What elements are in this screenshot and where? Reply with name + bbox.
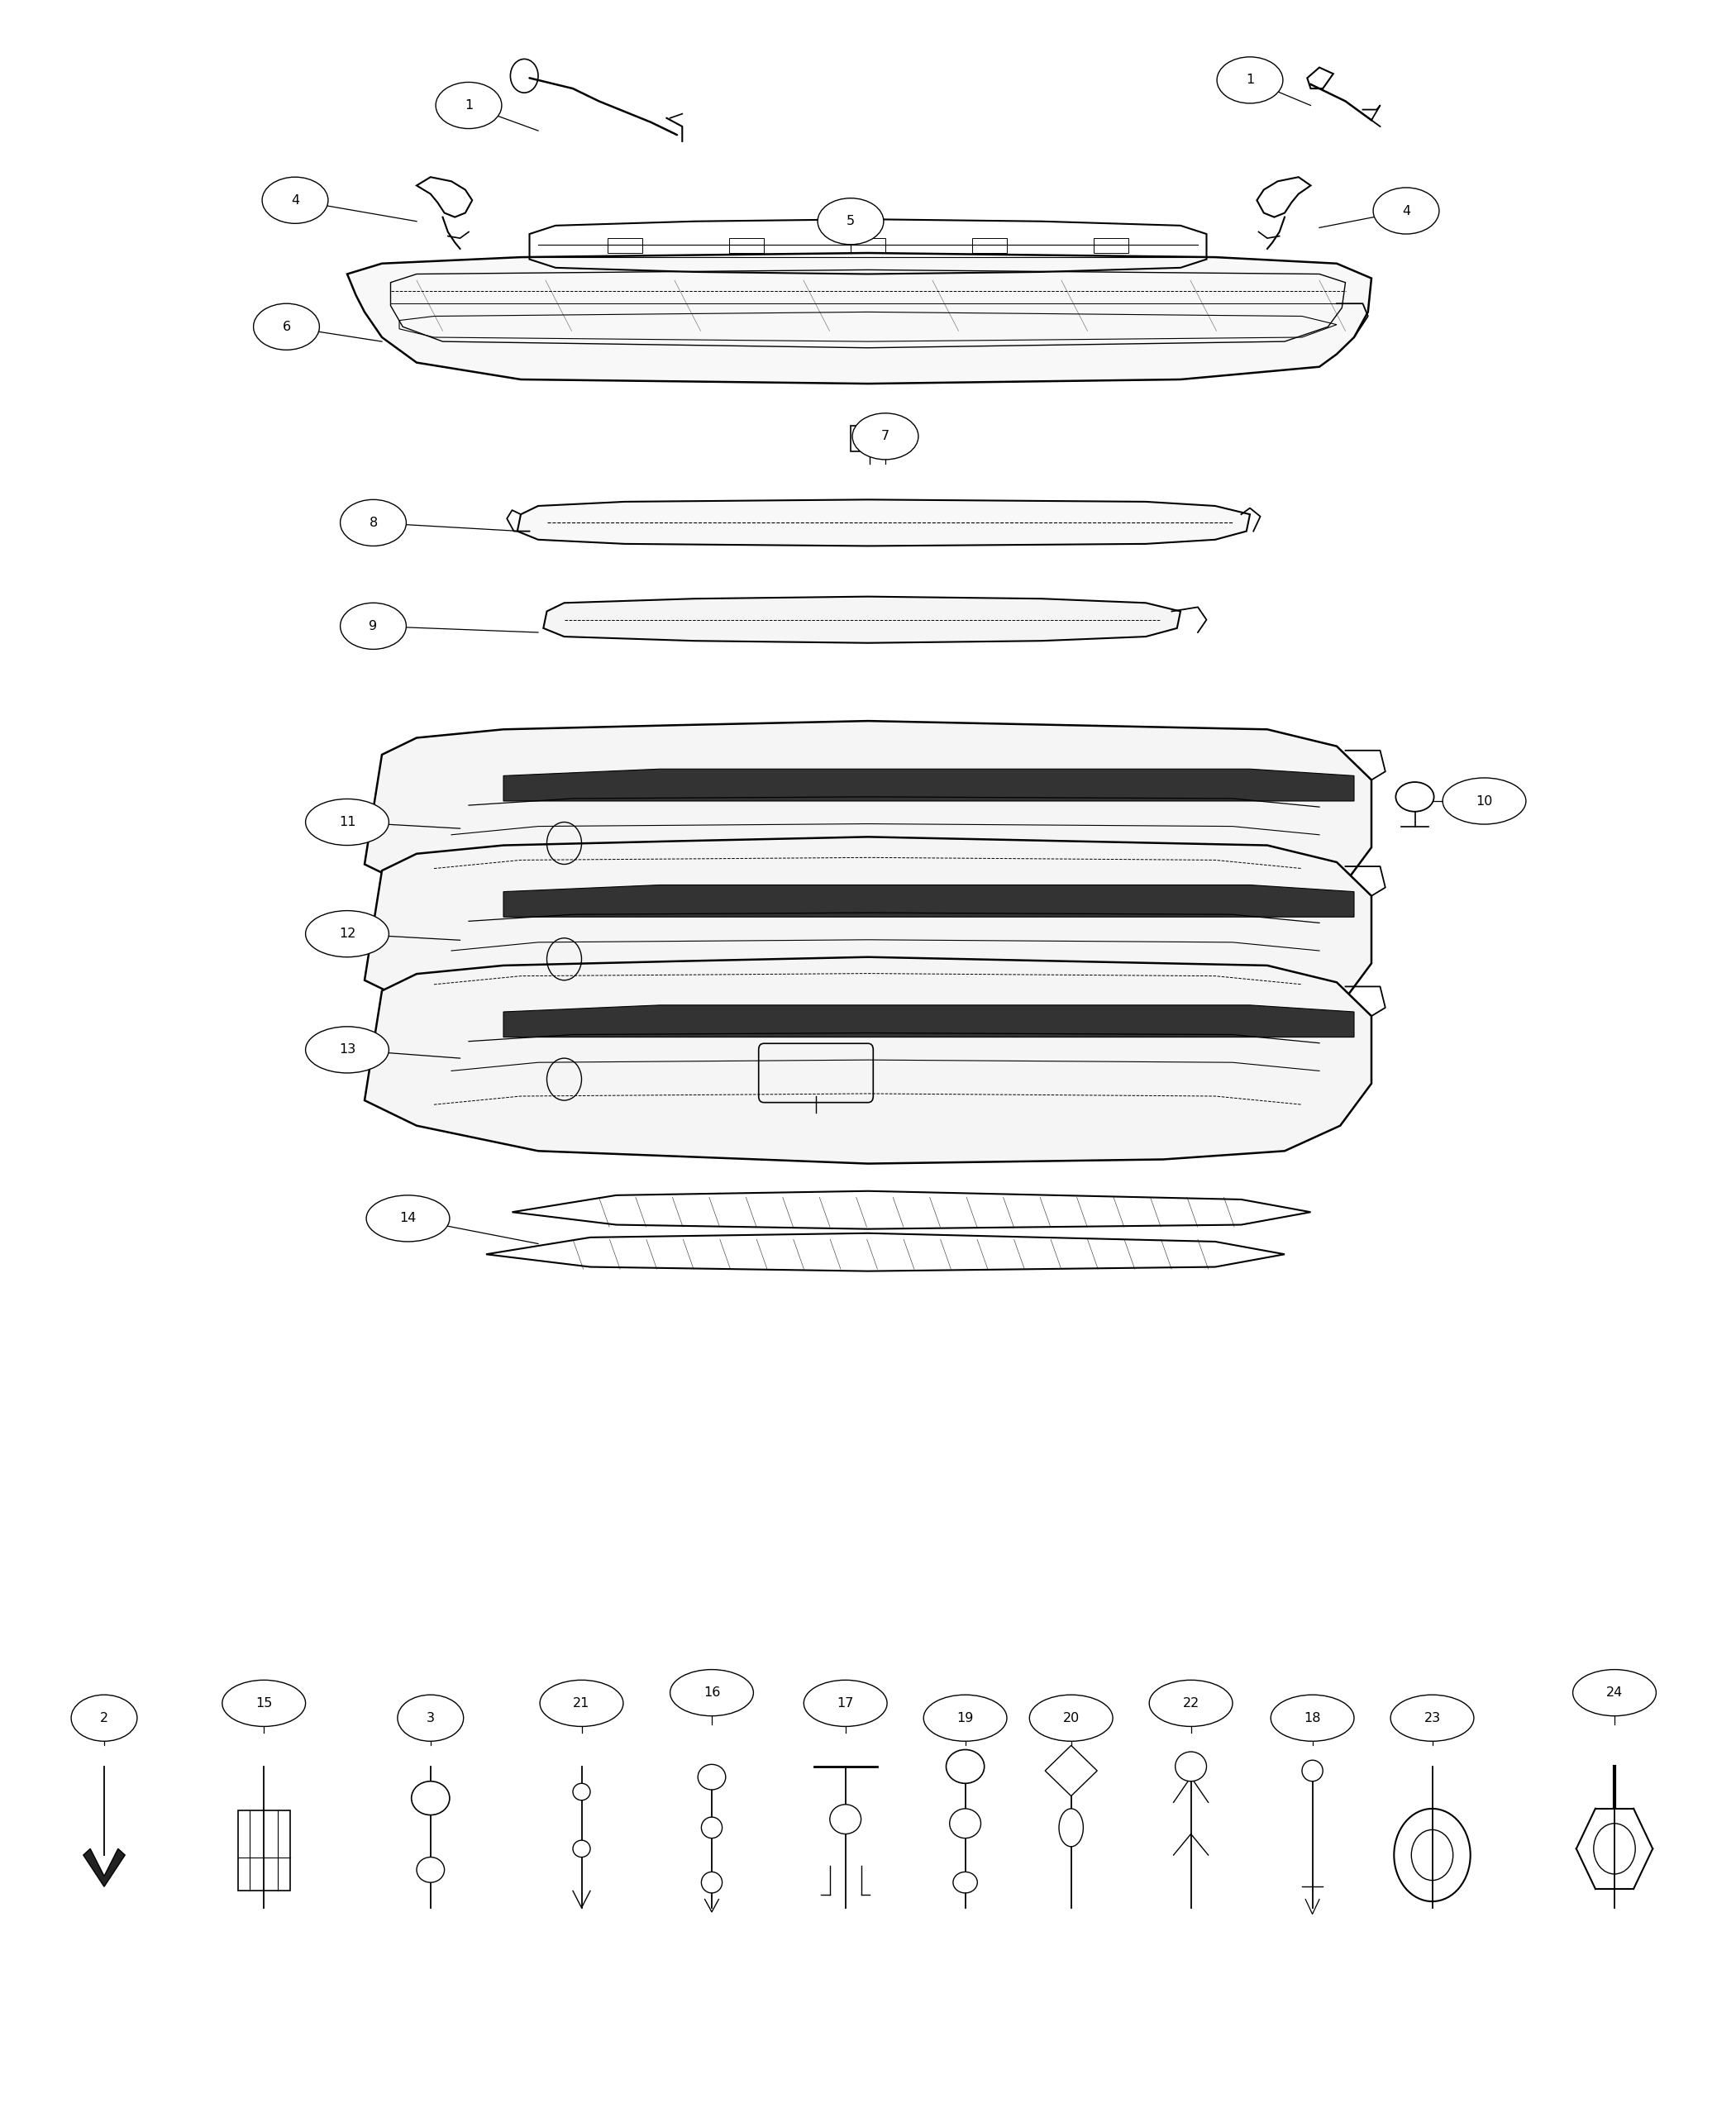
Text: 14: 14: [399, 1212, 417, 1225]
Ellipse shape: [950, 1809, 981, 1838]
Polygon shape: [503, 1006, 1354, 1037]
Ellipse shape: [306, 1027, 389, 1073]
Text: 11: 11: [339, 816, 356, 828]
Polygon shape: [543, 597, 1180, 643]
Polygon shape: [347, 253, 1371, 384]
Polygon shape: [503, 885, 1354, 917]
Polygon shape: [517, 500, 1250, 546]
Ellipse shape: [436, 82, 502, 129]
Ellipse shape: [573, 1783, 590, 1800]
Ellipse shape: [1271, 1695, 1354, 1741]
Text: 6: 6: [283, 320, 290, 333]
Text: 1: 1: [465, 99, 472, 112]
Text: 1: 1: [1246, 74, 1253, 86]
Ellipse shape: [1029, 1695, 1113, 1741]
Ellipse shape: [701, 1872, 722, 1893]
Ellipse shape: [1573, 1670, 1656, 1716]
Ellipse shape: [818, 198, 884, 245]
Ellipse shape: [701, 1817, 722, 1838]
Polygon shape: [503, 769, 1354, 801]
Text: 24: 24: [1606, 1686, 1623, 1699]
Ellipse shape: [253, 304, 319, 350]
Ellipse shape: [1149, 1680, 1233, 1726]
Ellipse shape: [398, 1695, 464, 1741]
Ellipse shape: [340, 500, 406, 546]
Text: 17: 17: [837, 1697, 854, 1710]
Polygon shape: [1045, 1745, 1097, 1796]
Ellipse shape: [1302, 1760, 1323, 1781]
Text: 13: 13: [339, 1043, 356, 1056]
Text: 21: 21: [573, 1697, 590, 1710]
Polygon shape: [365, 837, 1371, 1043]
Ellipse shape: [573, 1840, 590, 1857]
Polygon shape: [83, 1849, 125, 1887]
Text: 23: 23: [1424, 1712, 1441, 1724]
Ellipse shape: [540, 1680, 623, 1726]
Ellipse shape: [852, 413, 918, 460]
Text: 22: 22: [1182, 1697, 1200, 1710]
Text: 12: 12: [339, 928, 356, 940]
Ellipse shape: [924, 1695, 1007, 1741]
Ellipse shape: [417, 1857, 444, 1882]
Ellipse shape: [1391, 1695, 1474, 1741]
Ellipse shape: [222, 1680, 306, 1726]
Ellipse shape: [1443, 778, 1526, 824]
Ellipse shape: [306, 799, 389, 845]
Text: 7: 7: [882, 430, 889, 443]
Polygon shape: [365, 721, 1371, 928]
Polygon shape: [365, 957, 1371, 1164]
Ellipse shape: [804, 1680, 887, 1726]
Ellipse shape: [1175, 1752, 1207, 1781]
Ellipse shape: [262, 177, 328, 223]
Ellipse shape: [411, 1781, 450, 1815]
Ellipse shape: [71, 1695, 137, 1741]
Text: 4: 4: [1403, 204, 1410, 217]
Text: 18: 18: [1304, 1712, 1321, 1724]
Text: 19: 19: [957, 1712, 974, 1724]
Text: 20: 20: [1062, 1712, 1080, 1724]
Text: 10: 10: [1476, 795, 1493, 807]
Ellipse shape: [340, 603, 406, 649]
Text: 2: 2: [101, 1712, 108, 1724]
Ellipse shape: [946, 1750, 984, 1783]
Text: 16: 16: [703, 1686, 720, 1699]
Text: 5: 5: [847, 215, 854, 228]
Ellipse shape: [698, 1764, 726, 1790]
Text: 4: 4: [292, 194, 299, 207]
Ellipse shape: [306, 911, 389, 957]
Text: 15: 15: [255, 1697, 273, 1710]
Text: 8: 8: [370, 516, 377, 529]
Text: 9: 9: [370, 620, 377, 632]
Ellipse shape: [366, 1195, 450, 1242]
Ellipse shape: [670, 1670, 753, 1716]
Ellipse shape: [1373, 188, 1439, 234]
Ellipse shape: [830, 1804, 861, 1834]
Ellipse shape: [1217, 57, 1283, 103]
Ellipse shape: [953, 1872, 977, 1893]
Ellipse shape: [1059, 1809, 1083, 1847]
Text: 3: 3: [427, 1712, 434, 1724]
